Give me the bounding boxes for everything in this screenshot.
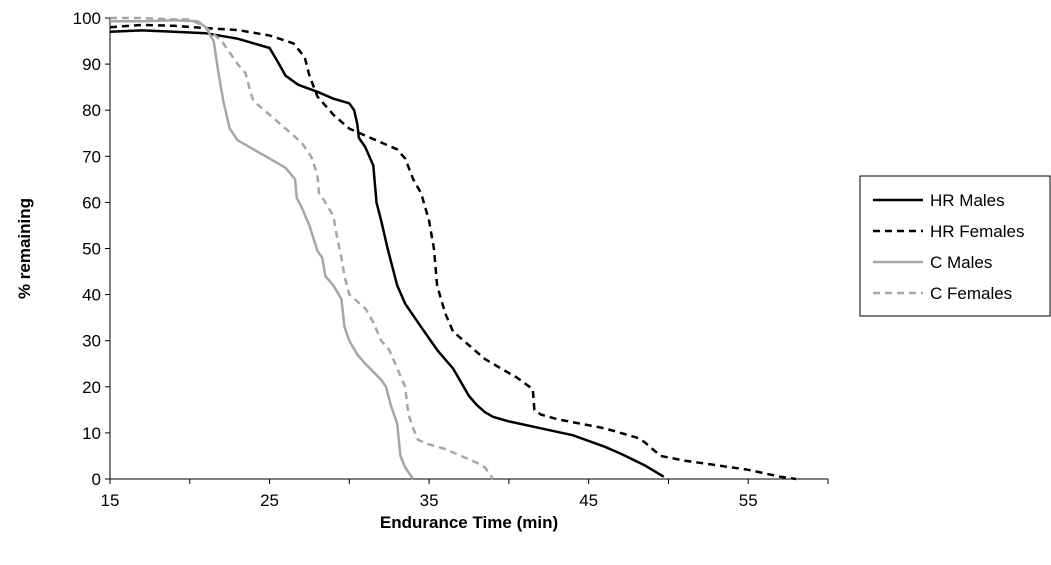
y-tick-label: 40 — [82, 286, 101, 305]
legend: HR Males HR Females C Males C Females — [859, 175, 1051, 317]
y-tick-label: 100 — [73, 9, 101, 28]
y-tick-label: 90 — [82, 55, 101, 74]
series-line-hr-males — [109, 29, 665, 478]
y-tick-label: 10 — [82, 424, 101, 443]
y-tick-label: 0 — [92, 470, 101, 489]
x-tick-label: 45 — [579, 491, 598, 510]
series-line-hr-females — [109, 23, 797, 481]
tick-marks — [105, 17, 829, 484]
x-tick-label: 15 — [101, 491, 120, 510]
legend-label: HR Males — [930, 191, 1005, 210]
series-lines — [109, 16, 797, 481]
legend-label: C Males — [930, 253, 992, 272]
y-tick-label: 20 — [82, 378, 101, 397]
series-line-c-males — [110, 19, 415, 480]
series-line-c-females — [110, 16, 494, 480]
y-axis-title: % remaining — [15, 198, 34, 299]
legend-label: C Females — [930, 284, 1012, 303]
tick-labels: 0 10 20 30 40 50 60 70 80 90 100 15 25 35 45 55 — [73, 9, 758, 510]
x-axis-title: Endurance Time (min) — [380, 513, 558, 532]
y-tick-label: 30 — [82, 332, 101, 351]
x-tick-label: 55 — [739, 491, 758, 510]
legend-label: HR Females — [930, 222, 1024, 241]
y-tick-label: 70 — [82, 147, 101, 166]
y-tick-label: 60 — [82, 193, 101, 212]
x-tick-label: 25 — [260, 491, 279, 510]
y-tick-label: 80 — [82, 101, 101, 120]
axes — [109, 18, 828, 480]
y-tick-label: 50 — [82, 240, 101, 259]
x-tick-label: 35 — [420, 491, 439, 510]
